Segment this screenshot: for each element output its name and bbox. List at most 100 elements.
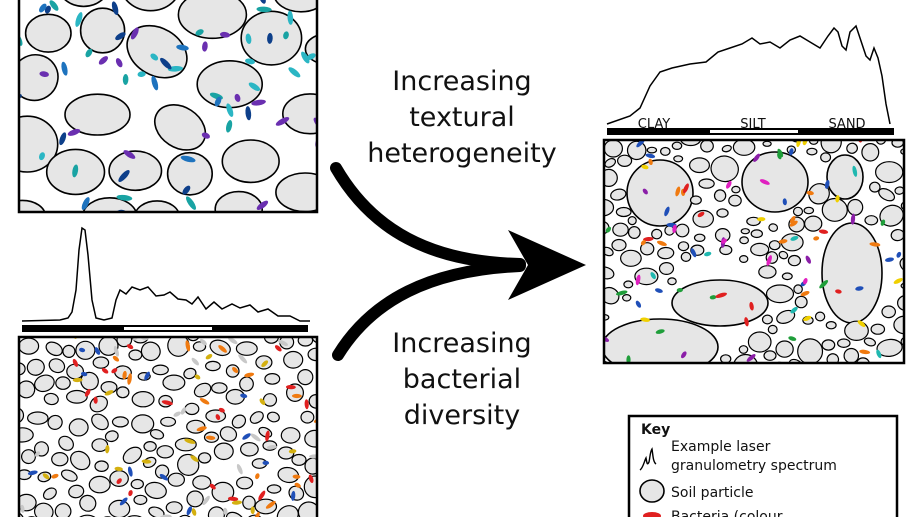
bacterium <box>180 155 196 163</box>
soil-particle <box>125 0 176 12</box>
soil-particle-icon <box>639 479 665 503</box>
bacterium <box>275 117 290 126</box>
soil-particle <box>716 208 729 218</box>
soil-particle <box>131 391 155 408</box>
bacterium <box>683 183 689 194</box>
soil-particle <box>19 53 59 102</box>
soil-particle <box>24 13 72 53</box>
bacterium <box>267 32 273 44</box>
bacterium <box>85 48 93 58</box>
bacterium <box>214 96 222 107</box>
soil-particle <box>79 7 126 54</box>
bacterium <box>72 164 79 178</box>
soil-particle <box>276 505 299 517</box>
soil-particle <box>235 341 258 356</box>
soil-particle <box>130 478 144 490</box>
soil-particle <box>219 426 238 442</box>
bacterium <box>27 470 38 476</box>
soil-particle <box>160 416 177 427</box>
soil-particle <box>304 429 317 448</box>
bacterium <box>51 473 59 479</box>
bacterium <box>782 198 787 206</box>
bacterium <box>130 27 139 40</box>
soil-particle <box>626 140 647 161</box>
bacterium <box>231 500 242 505</box>
soil-particle <box>731 185 741 194</box>
soil-particle <box>211 382 228 394</box>
soil-particle <box>659 146 671 156</box>
bacterium <box>59 132 67 146</box>
bacterium <box>75 12 83 27</box>
bacterium <box>813 236 820 241</box>
bacterium <box>835 195 840 203</box>
bacterium <box>778 239 788 244</box>
soil-particle <box>283 350 304 369</box>
bacterium <box>150 53 159 61</box>
bacterium <box>803 278 808 285</box>
soil-particle <box>604 318 719 363</box>
bacterium <box>191 357 200 366</box>
soil-particle <box>689 195 702 205</box>
soil-particle <box>793 284 803 295</box>
soil-particle <box>64 0 104 8</box>
bacterium <box>655 329 665 334</box>
soil-particle <box>156 445 174 459</box>
soil-particle <box>651 228 663 240</box>
soil-particle <box>750 229 764 239</box>
texture-annotation: Increasing textural heterogeneity <box>367 66 557 169</box>
bacterium <box>236 463 243 475</box>
soil-particle <box>89 395 108 413</box>
soil-particle <box>236 476 254 490</box>
soil-particle <box>861 143 880 162</box>
soil-particle <box>48 358 66 374</box>
bacterium <box>641 164 649 170</box>
soil-particle <box>763 350 777 361</box>
bacterium <box>223 507 228 516</box>
soil-particle <box>733 353 758 363</box>
lower-arrow <box>332 260 526 361</box>
soil-particle <box>297 337 314 347</box>
fine-soil-spectrum <box>21 226 310 322</box>
bacterium <box>219 31 231 38</box>
bacterium <box>42 473 50 480</box>
bacterium <box>84 388 91 397</box>
bacterium <box>245 106 252 121</box>
bacterium <box>266 445 277 450</box>
bacterium <box>322 69 333 79</box>
bacterium <box>291 490 296 501</box>
bacterium <box>127 373 132 385</box>
soil-particle <box>792 206 804 217</box>
bacterium <box>308 474 314 484</box>
bacterium <box>640 240 646 246</box>
bacterium <box>604 336 610 342</box>
bacterium <box>635 300 642 308</box>
soil-particle <box>19 427 34 443</box>
bacterium <box>777 148 784 158</box>
soil-particle <box>821 197 848 222</box>
bacterium <box>788 336 797 341</box>
soil-particle <box>66 363 84 380</box>
bacterium <box>79 347 86 353</box>
bacterium <box>266 215 282 225</box>
soil-particle <box>675 223 690 238</box>
soil-particle <box>820 140 842 154</box>
soil-particle <box>622 293 632 302</box>
soil-particle <box>604 157 617 168</box>
bacterium <box>885 257 894 262</box>
scale-label-sand: SAND <box>828 117 865 132</box>
bacterium <box>803 365 810 370</box>
bacterium <box>309 454 317 459</box>
soil-particle <box>214 190 263 212</box>
bacterium <box>256 200 269 210</box>
soil-particle <box>303 475 317 499</box>
soil-particle <box>746 216 761 227</box>
soil-particle <box>108 499 131 517</box>
soil-particle <box>680 251 692 262</box>
soil-particle <box>75 340 96 360</box>
bacterium <box>218 345 227 353</box>
bacterium <box>167 65 183 72</box>
soil-particle <box>806 147 818 156</box>
soil-particle <box>615 206 632 218</box>
soil-particle <box>863 337 877 347</box>
